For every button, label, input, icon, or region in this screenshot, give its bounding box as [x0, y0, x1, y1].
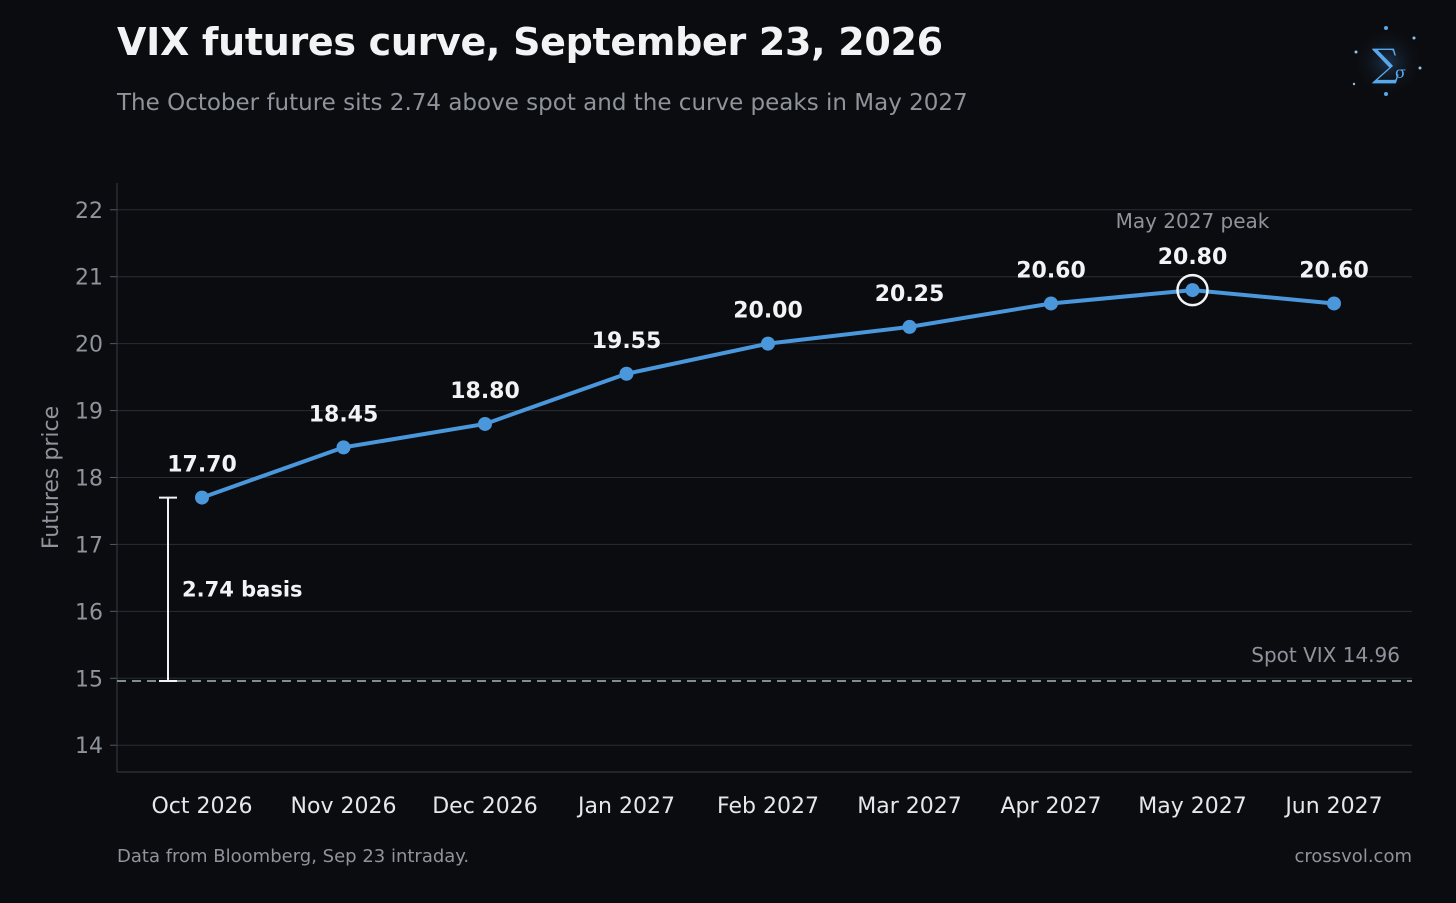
y-tick-label: 19 — [75, 400, 103, 425]
data-label: 18.80 — [450, 379, 520, 404]
y-tick-label: 21 — [75, 266, 103, 291]
x-tick-label: Dec 2026 — [432, 794, 538, 819]
data-point — [195, 490, 209, 505]
x-tick-label: Nov 2026 — [291, 794, 397, 819]
x-tick-label: Jun 2027 — [1283, 794, 1382, 819]
data-label: 20.60 — [1016, 258, 1086, 283]
y-tick-label: 22 — [75, 199, 103, 224]
chart-title: VIX futures curve, September 23, 2026 — [117, 20, 943, 64]
logo-small-sigma-glyph: σ — [1395, 63, 1406, 82]
basis-label: 2.74 basis — [182, 577, 303, 601]
peak-ring-marker — [1176, 273, 1209, 307]
y-tick-label: 17 — [75, 533, 103, 558]
source-note: Data from Bloomberg, Sep 23 intraday. — [117, 846, 470, 867]
data-point — [619, 366, 634, 381]
y-tick-label: 15 — [75, 667, 103, 692]
data-label: 18.45 — [309, 402, 379, 427]
data-point — [761, 336, 775, 351]
data-label: 20.60 — [1299, 258, 1369, 283]
y-tick-label: 14 — [75, 734, 103, 759]
x-tick-label: Jan 2027 — [576, 794, 675, 819]
data-point — [478, 416, 492, 431]
peak-annotation-label: May 2027 peak — [1116, 209, 1270, 233]
sigma-logo-icon: ∑ σ — [1352, 26, 1424, 98]
data-label: 20.00 — [733, 299, 803, 324]
site-credit: crossvol.com — [1294, 846, 1412, 867]
x-tick-label: Apr 2027 — [1000, 794, 1101, 819]
data-point — [1327, 296, 1341, 311]
x-tick-label: Mar 2027 — [857, 794, 962, 819]
data-label: 17.70 — [167, 453, 237, 478]
x-tick-label: Oct 2026 — [151, 794, 252, 819]
data-label: 20.80 — [1158, 245, 1228, 270]
spot-vix-label: Spot VIX 14.96 — [1251, 643, 1400, 667]
x-tick-label: May 2027 — [1138, 794, 1246, 819]
y-tick-label: 20 — [75, 333, 103, 358]
data-point — [1185, 283, 1200, 298]
x-tick-label: Feb 2027 — [717, 794, 819, 819]
chart-subtitle: The October future sits 2.74 above spot … — [117, 90, 968, 116]
data-label: 20.25 — [875, 282, 945, 307]
y-axis-label: Futures price — [39, 406, 64, 549]
logo-sigma-glyph: ∑ — [1372, 41, 1399, 85]
data-point — [902, 319, 917, 334]
data-point — [336, 440, 351, 455]
data-point — [1044, 296, 1058, 311]
y-tick-label: 18 — [75, 467, 103, 492]
y-tick-label: 16 — [75, 600, 103, 625]
data-label: 19.55 — [592, 329, 662, 354]
